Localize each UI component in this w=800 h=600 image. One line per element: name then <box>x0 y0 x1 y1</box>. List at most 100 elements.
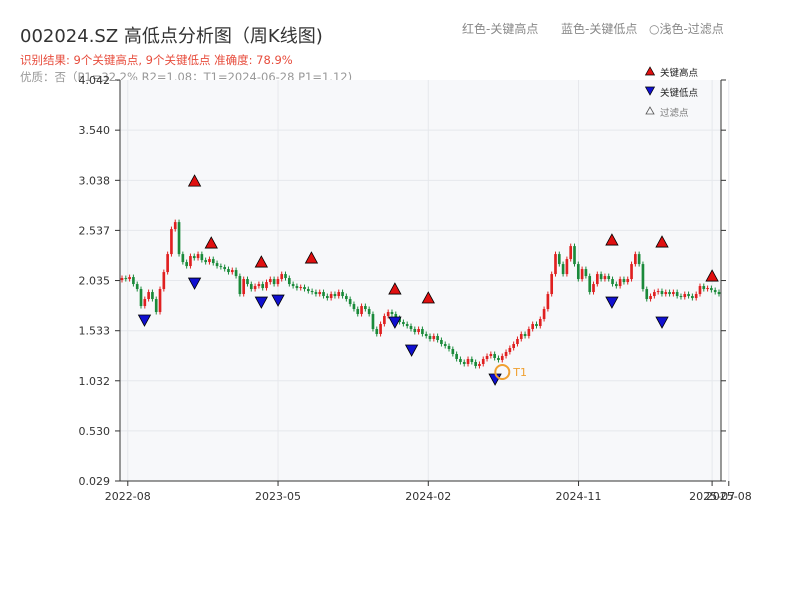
chart-title: 002024.SZ 高低点分析图（周K线图) <box>20 26 323 47</box>
candle-body <box>599 274 603 280</box>
candle-body <box>280 274 284 280</box>
candle-body <box>417 329 420 333</box>
candle-body <box>337 292 341 297</box>
candle-body <box>683 294 687 298</box>
candle-body <box>576 264 580 280</box>
candle-body <box>546 294 550 310</box>
candle-body <box>664 292 668 295</box>
candle-body <box>208 259 211 263</box>
key-low-marker <box>388 316 402 329</box>
candle-body <box>360 306 363 315</box>
candle-body <box>607 276 611 280</box>
candle-body <box>196 254 200 259</box>
candle-body <box>409 326 413 330</box>
key-high-marker <box>705 269 719 282</box>
candle-body <box>675 292 679 297</box>
candle-body <box>276 279 280 285</box>
candle-body <box>265 282 268 289</box>
candle-body <box>211 259 215 264</box>
candle-body <box>322 292 325 297</box>
candle-body <box>204 260 207 263</box>
candle-body <box>580 269 584 280</box>
candle-body <box>455 353 458 359</box>
candle-body <box>527 329 531 337</box>
candle-body <box>466 358 470 364</box>
candle-body <box>447 346 451 349</box>
y-tick-label: 2.035 <box>79 275 111 288</box>
candle-body <box>177 222 181 255</box>
candle-body <box>474 361 477 366</box>
candle-body <box>717 292 721 295</box>
legend-high-label: 关键高点 <box>660 67 699 79</box>
candle-body <box>379 324 382 335</box>
candle-body <box>192 256 196 259</box>
candle-body <box>710 288 713 291</box>
candle-body <box>565 259 569 275</box>
candle-body <box>535 324 538 327</box>
candle-body <box>497 357 500 360</box>
candle-body <box>421 329 424 335</box>
candle-body <box>691 296 694 299</box>
legend-low-marker <box>644 86 656 96</box>
candle-body <box>470 358 474 362</box>
candle-body <box>698 286 702 295</box>
result-summary: 识别结果: 9个关键高点, 9个关键低点 准确度: 78.9% <box>20 53 293 67</box>
key-low-marker <box>137 314 152 327</box>
candle-body <box>512 344 515 348</box>
candle-body <box>390 312 394 315</box>
key-low-marker <box>605 296 619 309</box>
candle-body <box>120 278 124 281</box>
candle-body <box>303 287 306 290</box>
candle-body <box>611 279 614 285</box>
legend-filtered-marker <box>645 106 655 115</box>
candle-body <box>181 254 185 263</box>
candle-body <box>462 361 466 364</box>
candle-body <box>383 316 386 325</box>
key-high-marker <box>204 236 218 249</box>
t1-ring <box>494 363 511 380</box>
header-legend-red: 红色-关键高点 <box>462 22 539 36</box>
candle-body <box>413 329 417 333</box>
y-tick-label: 4.042 <box>79 74 111 87</box>
candle-body <box>538 319 542 327</box>
candle-body <box>341 292 344 297</box>
key-high-marker <box>254 255 269 268</box>
y-tick-label: 3.540 <box>79 124 111 137</box>
key-high-marker <box>605 233 619 246</box>
candle-body <box>550 274 554 295</box>
candle-body <box>713 290 717 293</box>
candle-body <box>326 296 329 299</box>
candle-body <box>660 291 664 295</box>
candle-body <box>147 292 150 300</box>
candle-body <box>253 286 257 290</box>
candle-body <box>185 262 188 267</box>
candle-body <box>668 292 671 295</box>
key-high-marker <box>388 282 402 295</box>
candle-body <box>189 256 192 267</box>
candle-body <box>443 344 447 347</box>
candle-body <box>626 279 630 283</box>
candle-body <box>314 292 318 295</box>
candle-body <box>367 309 371 315</box>
candle-body <box>139 289 143 307</box>
candle-body <box>227 269 230 273</box>
y-tick-label: 1.032 <box>79 375 111 388</box>
header-legend-blue: 蓝色-关键低点 <box>561 22 638 36</box>
candle-body <box>375 329 379 335</box>
candle-body <box>645 289 649 300</box>
key-high-marker <box>655 235 669 248</box>
legend-low-label: 关键低点 <box>660 87 699 99</box>
candle-body <box>234 270 238 277</box>
candle-body <box>694 294 698 299</box>
candle-body <box>489 353 493 356</box>
candle-body <box>588 276 592 293</box>
candle-body <box>618 279 622 287</box>
candle-body <box>135 284 139 290</box>
candle-body <box>573 246 576 265</box>
candle-body <box>592 284 595 293</box>
candle-body <box>634 254 637 265</box>
legend-filtered-label: 过滤点 <box>660 107 689 119</box>
candle-body <box>641 264 645 290</box>
candle-body <box>516 339 519 345</box>
candle-body <box>432 336 436 340</box>
